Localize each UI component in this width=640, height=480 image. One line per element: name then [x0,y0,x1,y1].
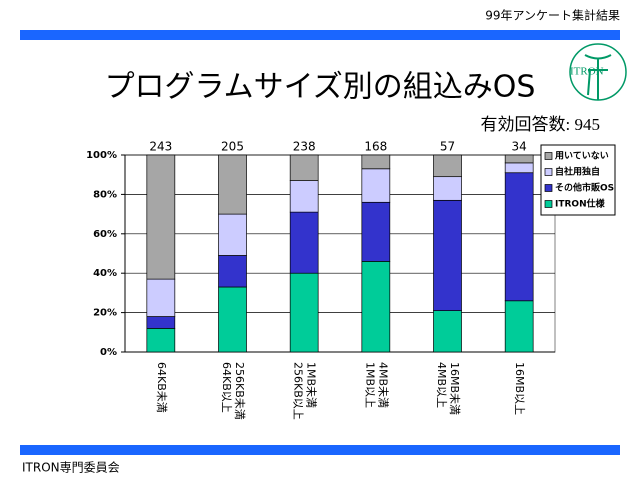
bar-segment [361,168,391,203]
bar-segment [146,154,176,280]
count-label: 238 [293,140,316,154]
bar-segment [146,278,176,317]
x-tick-label: 1MB以上 [363,362,376,408]
bar-segment [433,199,462,311]
y-tick-label: 0% [100,347,117,358]
x-tick-label: 4MB未満 [376,362,389,408]
y-tick-label: 100% [86,150,117,161]
bar-segment [433,154,462,178]
bar-segment [289,211,319,274]
bar-segment [146,328,176,353]
x-tick-label: 16MB以上 [513,362,526,415]
bar-segment [289,154,319,181]
x-tick-label: 64KB以上 [220,362,233,413]
bar-segment [433,310,462,353]
bar-segment [218,286,247,353]
bar-segment [289,272,319,353]
bar-segment [218,154,247,215]
x-tick-label: 256KB未満 [233,362,246,420]
bar-segment [504,172,534,302]
legend-box [540,144,616,216]
y-tick-label: 80% [93,189,117,200]
chart-subtitle: 有効回答数: 945 [481,115,600,134]
legend-swatch [544,184,553,192]
bar-segment [504,162,534,174]
legend-label: ITRON仕様 [555,198,606,210]
legend-label: 自社用独自 [555,166,600,178]
count-label: 205 [221,140,244,154]
bar-segment [218,255,247,288]
x-tick-label: 1MB未満 [305,362,318,408]
legend-swatch [544,168,553,176]
count-label: 243 [149,140,172,154]
y-tick-label: 40% [93,268,117,279]
legend-label: その他市販OS [555,182,614,194]
x-tick-label: 256KB以上 [292,362,305,420]
chart-title: プログラムサイズ別の組込みOS [105,70,536,105]
footer-text: ITRON専門委員会 [22,461,120,475]
count-label: 57 [440,140,455,154]
logo: ITRON [569,43,627,101]
legend-label: 用いていない [554,151,609,162]
bar-segment [361,154,391,170]
legend-swatch [544,200,553,208]
y-tick-label: 60% [93,229,117,240]
count-label: 34 [512,140,527,154]
bar-segment [289,180,319,213]
header-text: 99年アンケート集計結果 [485,8,620,23]
bar-segment [218,213,247,256]
legend-swatch [544,152,553,160]
bar-segment [146,316,176,329]
bar-segment [504,300,534,353]
bar-segment [361,201,391,262]
x-tick-label: 64KB未満 [155,362,168,413]
y-tick-label: 20% [93,308,117,319]
x-tick-label: 16MB未満 [448,362,461,415]
bar-segment [504,154,534,164]
logo-text: ITRON [570,66,604,78]
header-band [20,30,620,40]
bar-segment [361,261,391,353]
count-label: 168 [364,140,387,154]
x-tick-label: 4MB以上 [435,362,448,408]
plot-area [124,154,556,353]
logo-mark [584,54,612,100]
bar-segment [433,176,462,201]
footer-band [20,445,620,455]
